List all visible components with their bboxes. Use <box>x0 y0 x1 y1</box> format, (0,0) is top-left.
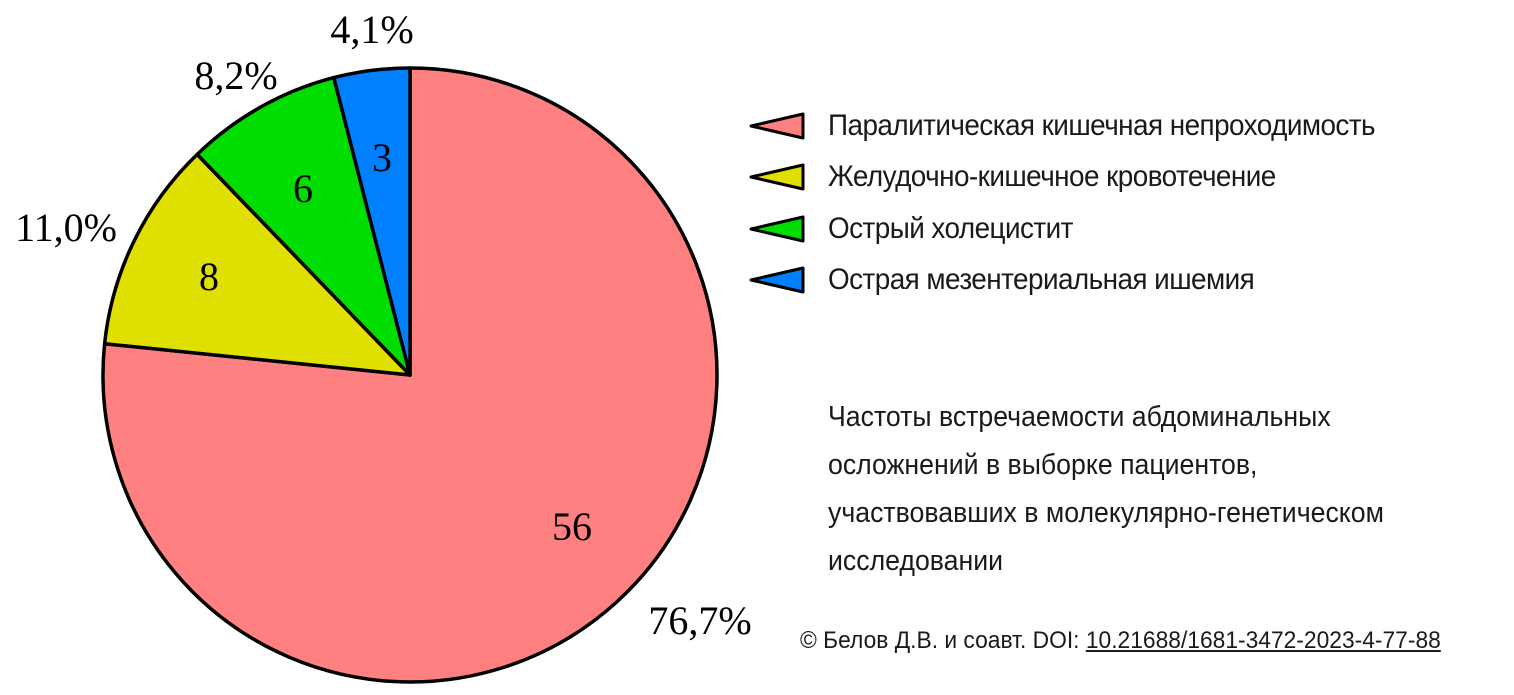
slice-value-label: 6 <box>293 166 313 211</box>
slice-mesenteric-ischemia <box>332 66 412 377</box>
legend: Паралитическая кишечная непроходимость Ж… <box>748 100 1416 306</box>
caption-line: исследовании <box>828 545 1004 577</box>
legend-item: Паралитическая кишечная непроходимость <box>748 100 1416 152</box>
copyright-footer: © Белов Д.В. и соавт. DOI: 10.21688/1681… <box>800 627 1441 655</box>
legend-label: Острая мезентериальная ишемия <box>828 263 1255 297</box>
caption-line: Частоты встречаемости абдоминальных <box>828 401 1331 433</box>
slice-percent-label: 4,1% <box>330 7 413 52</box>
triangle-marker-icon <box>749 112 805 140</box>
slice-percent-label: 11,0% <box>15 205 117 250</box>
slice-value-label: 56 <box>552 504 592 549</box>
pie-chart: 56 8 6 3 76,7% 11,0% 8,2% 4,1% <box>15 7 752 684</box>
triangle-marker-icon <box>749 215 805 243</box>
legend-item: Острая мезентериальная ишемия <box>748 255 1416 307</box>
slice-percent-label: 8,2% <box>194 53 277 98</box>
legend-item: Желудочно-кишечное кровотечение <box>748 152 1416 204</box>
legend-label: Острый холецистит <box>828 211 1073 245</box>
copyright-text: © Белов Д.В. и соавт. DOI: <box>800 627 1086 654</box>
slice-paralytic-ileus <box>101 66 719 684</box>
slice-value-label: 8 <box>199 254 219 299</box>
caption-line: участвовавших в молекулярно-генетическом <box>828 497 1384 529</box>
caption-line: осложнений в выборке пациентов, <box>828 449 1258 481</box>
slice-cholecystitis <box>195 75 412 377</box>
triangle-marker-icon <box>749 163 805 191</box>
slice-value-label: 3 <box>372 135 392 180</box>
legend-label: Желудочно-кишечное кровотечение <box>828 160 1276 194</box>
doi-link[interactable]: 10.21688/1681-3472-2023-4-77-88 <box>1085 627 1441 654</box>
triangle-marker-icon <box>749 266 805 294</box>
chart-caption: Частоты встречаемости абдоминальных осло… <box>828 393 1384 585</box>
legend-item: Острый холецистит <box>748 203 1416 255</box>
slice-percent-label: 76,7% <box>648 598 751 643</box>
legend-label: Паралитическая кишечная непроходимость <box>828 108 1376 142</box>
slice-gi-bleeding <box>102 152 412 377</box>
